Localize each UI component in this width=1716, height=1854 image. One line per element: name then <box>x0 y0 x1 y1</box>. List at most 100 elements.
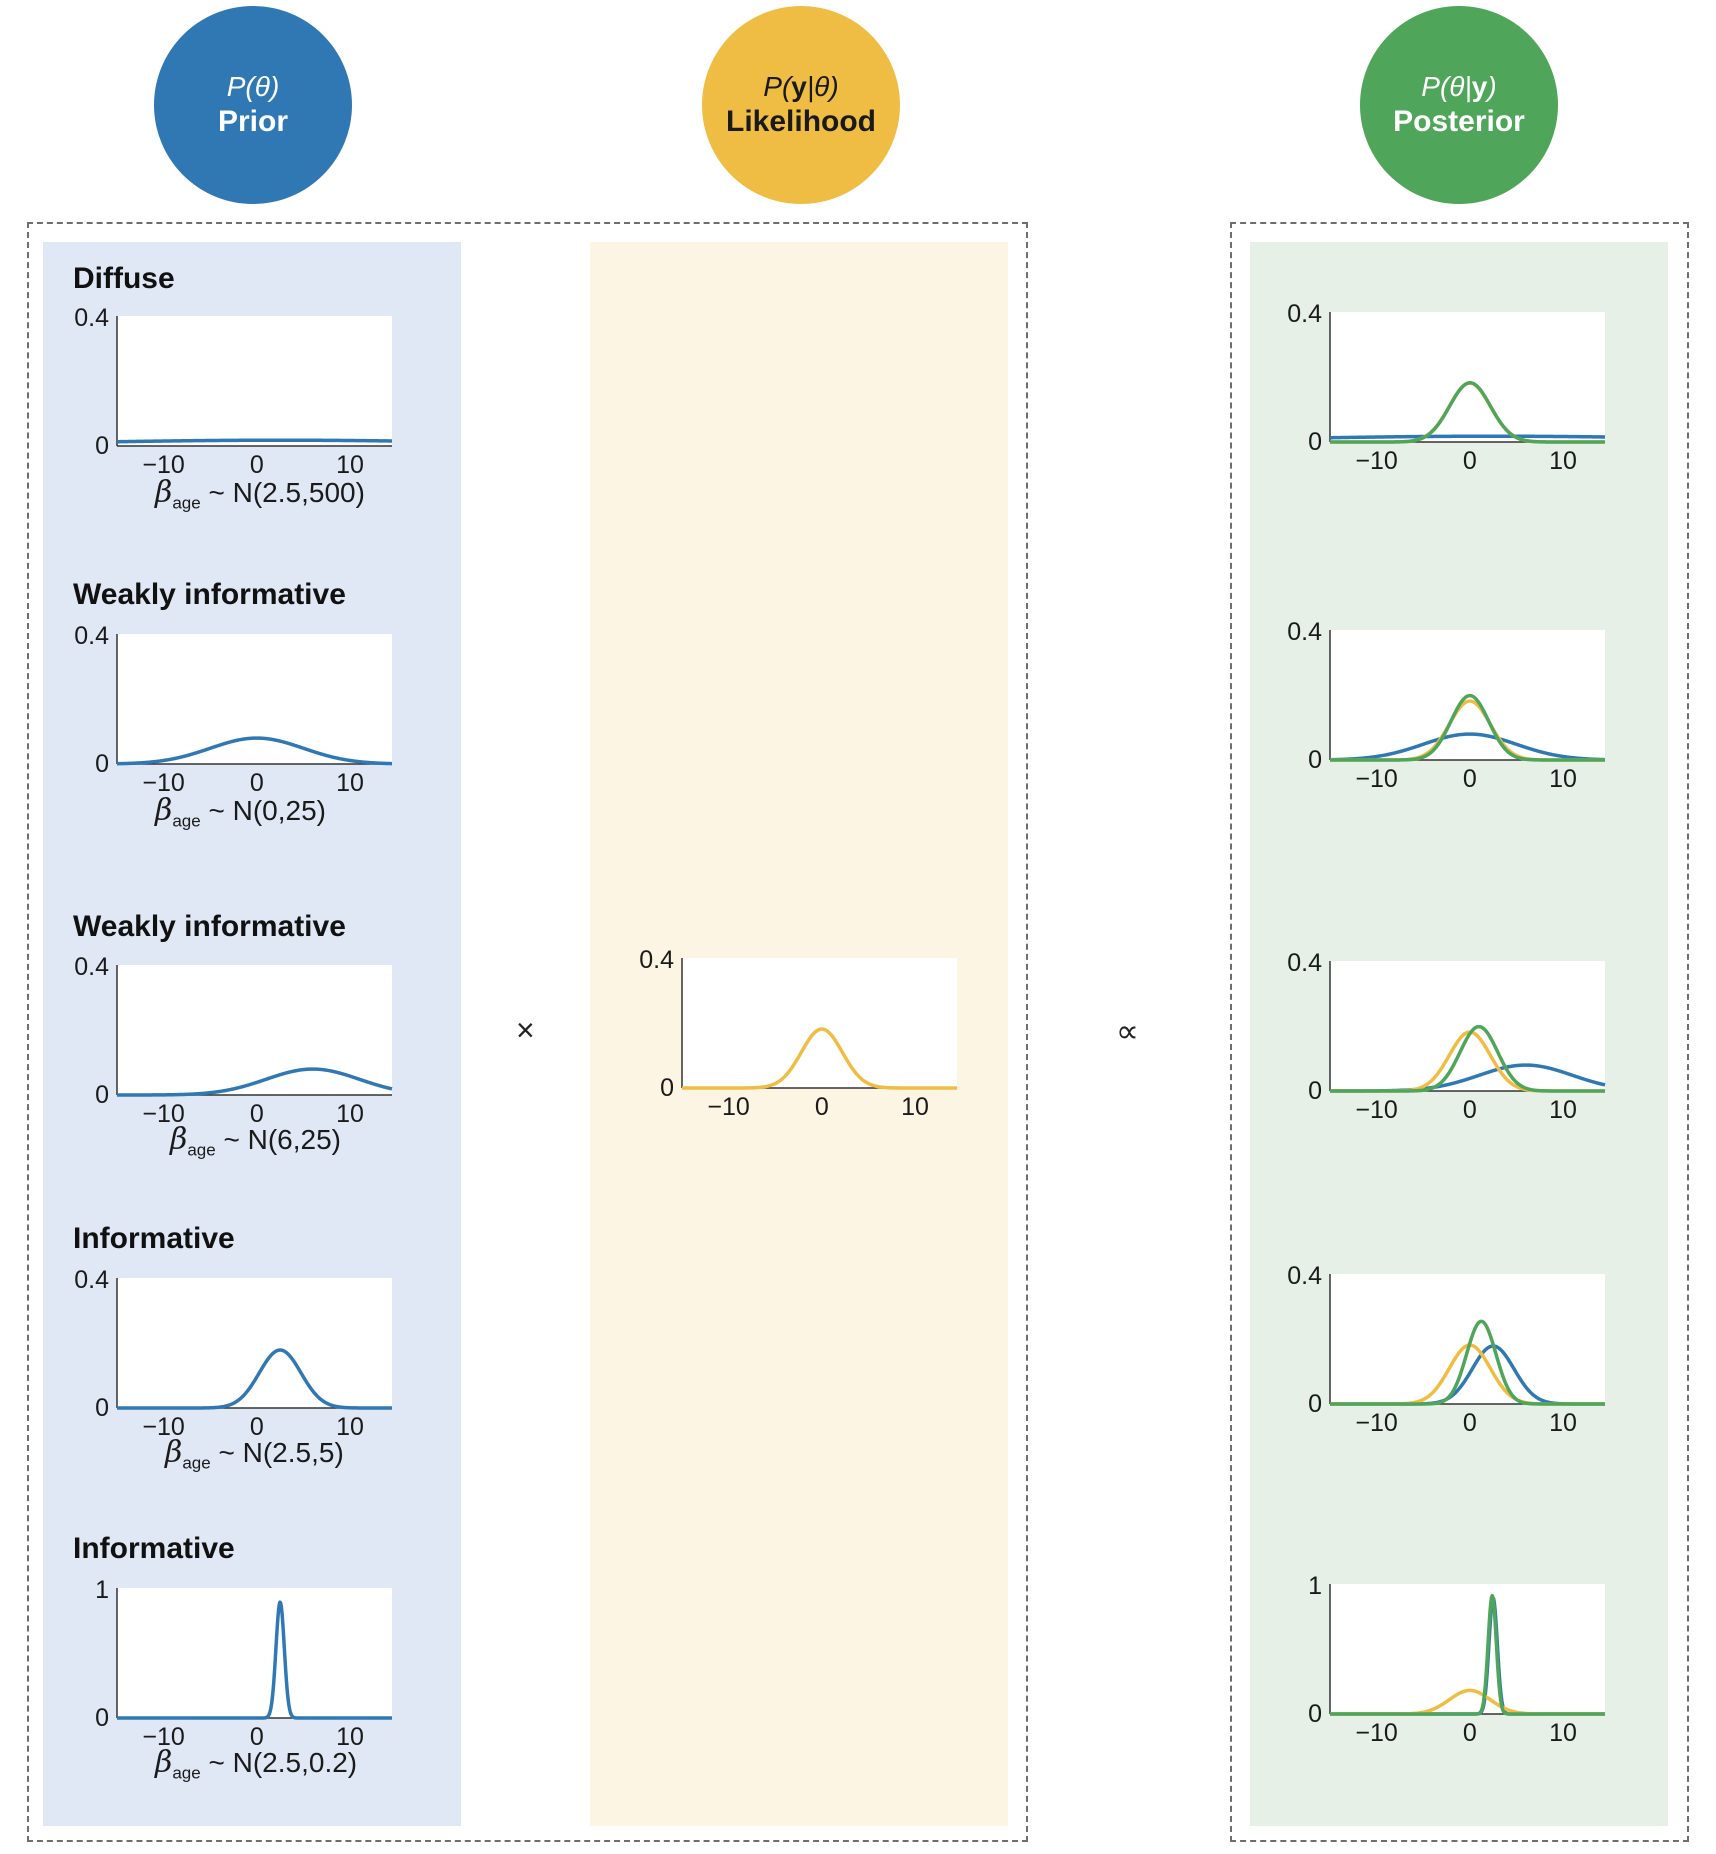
posterior-chart-0-prior-curve <box>1328 434 1607 440</box>
likelihood-chart-ytick-zero: 0 <box>660 1074 674 1102</box>
prior-label: Prior <box>217 105 289 138</box>
posterior-chart-3-xtick-2: 10 <box>1549 1409 1577 1437</box>
prior-formula-3: βage ~ N(2.5,5) <box>165 1435 344 1473</box>
posterior-chart-3-plot-area <box>1330 1274 1605 1404</box>
posterior-chart-1-xtick-1: 0 <box>1463 765 1477 793</box>
prior-chart-3-xtick-2: 10 <box>336 1413 364 1441</box>
prior-formula-4: βage ~ N(2.5,0.2) <box>155 1745 358 1783</box>
prior-chart-4-xtick-2: 10 <box>336 1723 364 1751</box>
posterior-chart-0: 0.4 0 −10 0 10 <box>1287 300 1607 475</box>
posterior-chart-2-posterior-curve <box>1328 1024 1607 1093</box>
likelihood-chart-xtick-0: −10 <box>707 1093 749 1121</box>
posterior-chart-1: 0.4 0 −10 0 10 <box>1287 618 1607 793</box>
posterior-chart-4-plot-area <box>1330 1584 1605 1714</box>
prior-chart-3-ytick-zero: 0 <box>95 1394 109 1422</box>
posterior-chart-1-ytick-zero: 0 <box>1308 746 1322 774</box>
prior-header-circle: P(θ) Prior <box>154 6 352 204</box>
posterior-chart-0-ytick-zero: 0 <box>1308 428 1322 456</box>
prior-formula: P(θ) <box>226 71 280 102</box>
prior-title-0: Diffuse <box>73 262 175 295</box>
posterior-chart-3-xtick-0: −10 <box>1355 1409 1397 1437</box>
prior-chart-1-xtick-2: 10 <box>336 769 364 797</box>
prior-chart-1-ytick-max: 0.4 <box>74 622 109 650</box>
prior-chart-2-ytick-zero: 0 <box>95 1081 109 1109</box>
prior-chart-0-xtick-1: 0 <box>250 451 264 479</box>
posterior-chart-4-xtick-2: 10 <box>1549 1719 1577 1747</box>
prior-formula-2: βage ~ N(6,25) <box>170 1122 341 1160</box>
posterior-chart-2-ytick-max: 0.4 <box>1287 949 1322 977</box>
prior-chart-1-plot-area <box>117 634 392 764</box>
prior-chart-0-ytick-zero: 0 <box>95 432 109 460</box>
posterior-chart-0-xtick-1: 0 <box>1463 447 1477 475</box>
likelihood-chart-xtick-2: 10 <box>901 1093 929 1121</box>
likelihood-label: Likelihood <box>726 105 876 138</box>
posterior-chart-1-prior-curve <box>1328 732 1607 762</box>
prior-chart-0-ytick-max: 0.4 <box>74 304 109 332</box>
posterior-chart-4-ytick-max: 1 <box>1308 1572 1322 1600</box>
prior-chart-4-plot-area <box>117 1588 392 1718</box>
prior-chart-3-plot-area <box>117 1278 392 1408</box>
prior-chart-4-ytick-max: 1 <box>95 1576 109 1604</box>
prior-chart-0-plot-area <box>117 316 392 446</box>
prior-chart-2-ytick-max: 0.4 <box>74 953 109 981</box>
posterior-chart-3-ytick-max: 0.4 <box>1287 1262 1322 1290</box>
prior-chart-2-xtick-2: 10 <box>336 1100 364 1128</box>
prior-chart-1-prior-curve <box>115 736 394 766</box>
prior-chart-3-xtick-1: 0 <box>250 1413 264 1441</box>
prior-chart-3-prior-curve <box>115 1348 394 1410</box>
likelihood-chart: 0.4 0 −10 0 10 <box>639 946 959 1121</box>
prior-title-3: Informative <box>73 1222 235 1255</box>
prior-chart-4-xtick-0: −10 <box>142 1723 184 1751</box>
posterior-chart-1-xtick-0: −10 <box>1355 765 1397 793</box>
posterior-chart-2-xtick-2: 10 <box>1549 1096 1577 1124</box>
prior-chart-4-prior-curve <box>115 1600 394 1720</box>
prior-chart-2: 0.4 0 −10 0 10 <box>74 953 394 1128</box>
prior-chart-3-xtick-0: −10 <box>142 1413 184 1441</box>
posterior-chart-4: 10−10 0 10 <box>1308 1572 1607 1747</box>
posterior-formula: P(θ|y) <box>1421 71 1497 102</box>
prior-chart-0-xtick-0: −10 <box>142 451 184 479</box>
likelihood-chart-ytick-max: 0.4 <box>639 946 674 974</box>
prior-chart-3: 0.4 0 −10 0 10 <box>74 1266 394 1441</box>
prior-chart-4-ytick-zero: 0 <box>95 1704 109 1732</box>
prior-chart-2-prior-curve <box>115 1067 394 1097</box>
prior-chart-1: 0.4 0 −10 0 10 <box>74 622 394 797</box>
posterior-chart-2-ytick-zero: 0 <box>1308 1077 1322 1105</box>
posterior-chart-1-xtick-2: 10 <box>1549 765 1577 793</box>
posterior-chart-0-plot-area <box>1330 312 1605 442</box>
posterior-header-circle: P(θ|y) Posterior <box>1360 6 1558 204</box>
posterior-chart-3-ytick-zero: 0 <box>1308 1390 1322 1418</box>
likelihood-formula: P(y|θ) <box>763 71 839 102</box>
prior-chart-0: 0.4 0 −10 0 10 <box>74 304 394 479</box>
prior-chart-4: 10−10 0 10 <box>95 1576 394 1751</box>
posterior-chart-3-xtick-1: 0 <box>1463 1409 1477 1437</box>
likelihood-chart-plot-area <box>682 958 957 1088</box>
posterior-chart-3-posterior-curve <box>1328 1319 1607 1406</box>
posterior-chart-2: 0.4 0 −10 0 10 <box>1287 949 1607 1124</box>
prior-chart-1-ytick-zero: 0 <box>95 750 109 778</box>
posterior-chart-0-ytick-max: 0.4 <box>1287 300 1322 328</box>
proportional-operator: ∝ <box>1116 1013 1139 1049</box>
likelihood-chart-xtick-1: 0 <box>815 1093 829 1121</box>
posterior-chart-4-ytick-zero: 0 <box>1308 1700 1322 1728</box>
likelihood-chart-likelihood-curve <box>680 1027 959 1090</box>
posterior-chart-0-posterior-curve <box>1328 381 1607 444</box>
posterior-chart-2-xtick-0: −10 <box>1355 1096 1397 1124</box>
prior-likelihood-dashed-box <box>27 222 1028 1842</box>
posterior-chart-3: 0.4 0 −10 0 10 <box>1287 1262 1607 1437</box>
posterior-chart-2-xtick-1: 0 <box>1463 1096 1477 1124</box>
posterior-chart-4-xtick-1: 0 <box>1463 1719 1477 1747</box>
prior-chart-2-xtick-1: 0 <box>250 1100 264 1128</box>
posterior-chart-1-ytick-max: 0.4 <box>1287 618 1322 646</box>
prior-chart-0-xtick-2: 10 <box>336 451 364 479</box>
posterior-chart-0-xtick-2: 10 <box>1549 447 1577 475</box>
prior-chart-2-xtick-0: −10 <box>142 1100 184 1128</box>
prior-formula-1: βage ~ N(0,25) <box>155 793 326 831</box>
prior-chart-0-prior-curve <box>115 438 394 444</box>
posterior-chart-4-posterior-curve <box>1328 1593 1607 1716</box>
prior-chart-1-xtick-1: 0 <box>250 769 264 797</box>
prior-chart-4-xtick-1: 0 <box>250 1723 264 1751</box>
prior-chart-1-xtick-0: −10 <box>142 769 184 797</box>
multiply-operator: × <box>516 1012 535 1048</box>
prior-title-4: Informative <box>73 1532 235 1565</box>
